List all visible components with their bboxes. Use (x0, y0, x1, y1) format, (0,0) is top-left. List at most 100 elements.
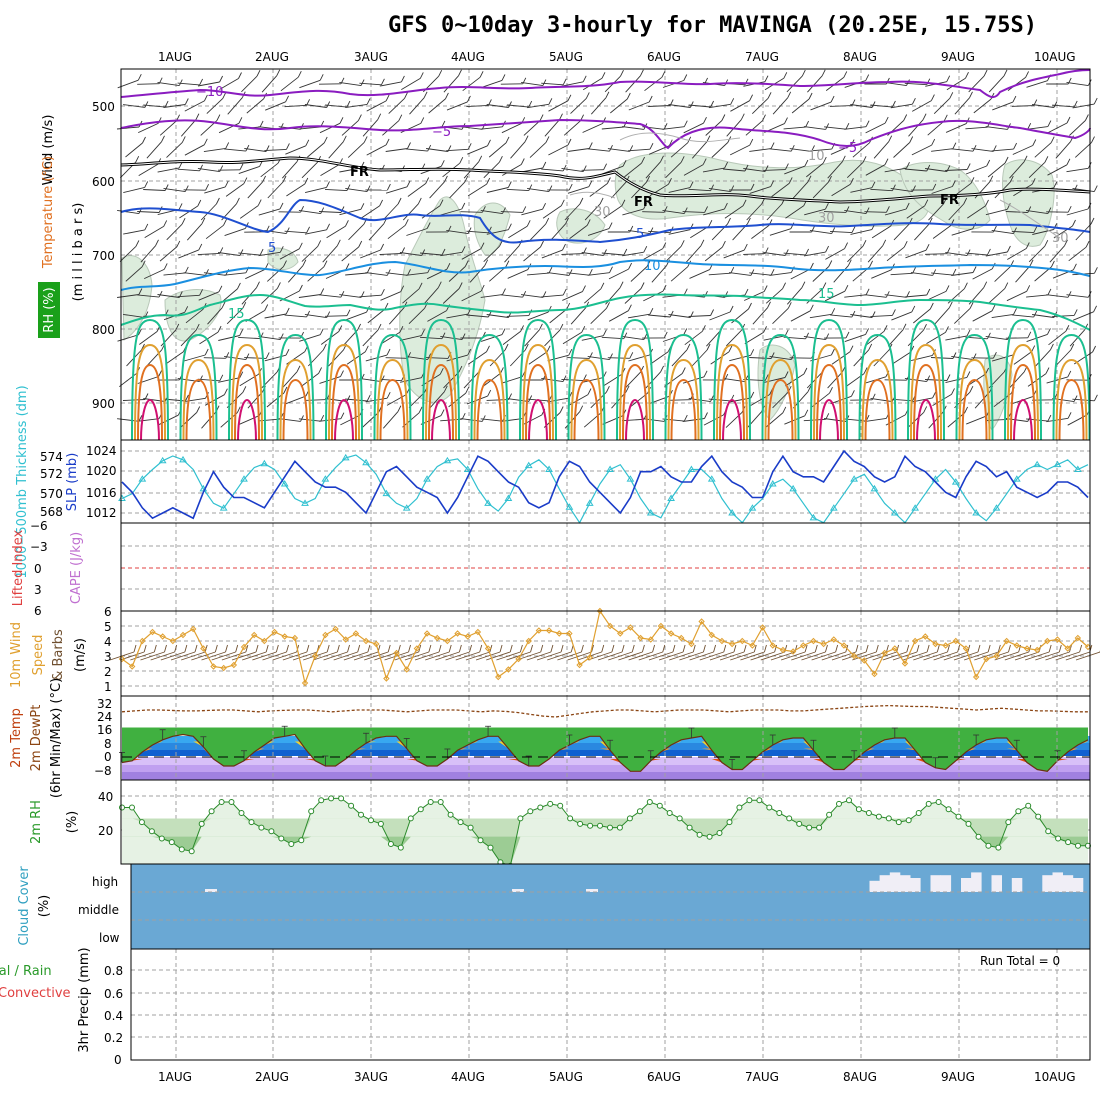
rh2m-point (626, 815, 633, 822)
upper-barb-feather (972, 353, 977, 360)
upper-barb-feather (1092, 345, 1097, 353)
wind10-point (179, 631, 187, 639)
wind10-point (1064, 645, 1071, 652)
upper-barb (541, 249, 563, 259)
upper-barb-feather (1093, 185, 1098, 192)
rh-legend-swatch (38, 282, 60, 338)
upper-barb-feather (841, 155, 846, 163)
isotherm-15 (120, 293, 1091, 331)
cloud-high-blocks (205, 872, 1084, 892)
upper-barb (562, 291, 583, 301)
upper-barb-feather (1031, 178, 1036, 185)
upper-barb-feather (184, 98, 189, 105)
upper-barb-feather (951, 180, 956, 187)
isotherm-loop (955, 333, 994, 441)
wind10-barb (608, 651, 633, 661)
upper-barb (590, 307, 607, 325)
upper-barb-feather (539, 114, 544, 121)
wind10-barb-feather (458, 644, 462, 653)
upper-barb (183, 397, 206, 403)
top-date-3: 3AUG (354, 50, 388, 64)
upper-barb (587, 228, 610, 236)
wind10-point (505, 666, 512, 673)
upper-barb-feather (384, 302, 389, 310)
upper-barb-feather (606, 177, 611, 184)
upper-barb-feather (902, 323, 907, 331)
upper-barb (382, 411, 399, 429)
wind10-barb-feather (133, 644, 137, 653)
isotherm-loop (913, 363, 939, 441)
upper-barb (622, 208, 644, 216)
upper-barb (561, 378, 584, 382)
wind10-barb (181, 651, 206, 661)
upper-barb (945, 169, 968, 171)
upper-barb-feather (158, 370, 163, 377)
upper-barb (570, 307, 587, 325)
upper-barb-feather (199, 78, 204, 86)
upper-barb (766, 203, 783, 221)
upper-barb-feather (762, 114, 766, 121)
isotherm-10 (120, 259, 1091, 291)
wind10-point (566, 630, 573, 637)
upper-barb (893, 223, 910, 241)
upper-barb-feather (340, 412, 345, 419)
upper-barb (926, 332, 946, 344)
wind10-point (200, 645, 207, 652)
upper-barb (1007, 248, 1027, 260)
upper-barb-feather (320, 207, 325, 214)
upper-barb (772, 307, 789, 325)
wind10-barb (811, 651, 836, 661)
p-tick-0.6: 0.6 (104, 987, 123, 1001)
ylabel-slp: SLP (mb) (65, 453, 80, 512)
upper-barb-feather (1025, 242, 1030, 249)
upper-barb (180, 119, 197, 137)
rh2m-point (228, 799, 235, 805)
upper-barb (157, 167, 180, 173)
upper-barb-feather (264, 304, 269, 311)
tick-700: 700 (92, 249, 115, 263)
upper-barb-feather (439, 199, 444, 206)
wind10-barb (669, 651, 694, 661)
upper-barb-feather (970, 177, 975, 184)
upper-barb-feather (540, 240, 544, 248)
upper-barb (627, 148, 651, 152)
ylabel-wind10-1: 10m Wind (9, 622, 24, 688)
upper-barb-feather (809, 262, 814, 270)
upper-barb-feather (728, 345, 733, 353)
rh-line-2 (569, 191, 616, 199)
wind10-barb-feather (530, 644, 534, 653)
wind10-point (1054, 636, 1061, 643)
upper-barb (807, 75, 823, 93)
upper-barb (866, 330, 885, 346)
upper-barb (1066, 208, 1089, 216)
rh2m-point (945, 806, 952, 813)
isotherm-loop (376, 358, 409, 441)
wind10-barb (272, 651, 297, 661)
upper-barb (481, 79, 503, 89)
bottom-date-10: 10AUG (1034, 1070, 1076, 1084)
wind10-barb (475, 651, 501, 661)
upper-barb-feather (528, 395, 533, 402)
rh2m-point (338, 795, 345, 802)
upper-barb-feather (259, 248, 264, 256)
label-fr-1: FR (350, 165, 369, 180)
isotherm-loop (616, 318, 654, 441)
upper-barb-feather (326, 311, 331, 318)
isotherm-loop (861, 358, 894, 441)
upper-barb (790, 310, 811, 322)
wind10-markers (118, 607, 1092, 687)
upper-barb-feather (865, 120, 870, 127)
upper-barb-feather (479, 71, 484, 78)
upper-barb (204, 186, 226, 194)
upper-barb-feather (458, 282, 463, 289)
upper-barb-feather (1004, 156, 1009, 164)
li-tick-3: 3 (34, 583, 42, 597)
rh2m-point (218, 799, 225, 805)
upper-barb-feather (744, 288, 749, 296)
upper-barb (265, 101, 286, 111)
upper-barb (850, 314, 873, 318)
upper-barb (119, 246, 137, 262)
wind10-barb (821, 651, 846, 661)
upper-barb (642, 211, 665, 213)
upper-barb (486, 104, 509, 108)
